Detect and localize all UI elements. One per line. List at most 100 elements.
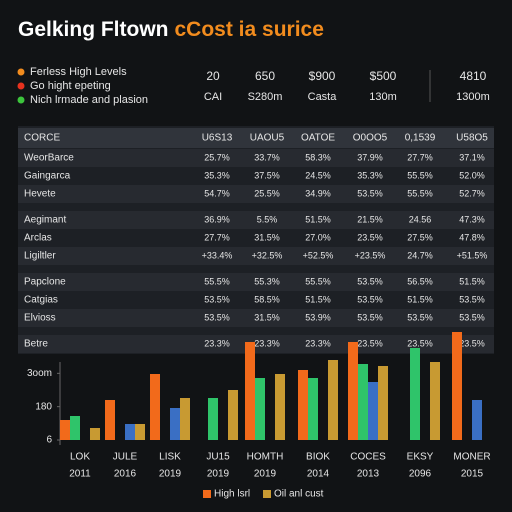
table-cell: 58.3% — [305, 152, 331, 162]
bar — [180, 398, 190, 440]
stat-label: 1300m — [456, 91, 490, 103]
x-tick-label: EKSY — [407, 452, 434, 463]
bar — [135, 424, 145, 440]
bar — [410, 348, 420, 440]
table-cell: 23.3% — [204, 338, 230, 348]
x-tick-sublabel: 2016 — [114, 469, 137, 480]
y-tick-label: 3oom — [27, 368, 52, 379]
x-tick-label: JULE — [113, 452, 138, 463]
bar — [170, 408, 180, 440]
table-stripe — [18, 273, 494, 291]
table-cell: 31.5% — [254, 312, 280, 322]
legend-dot — [17, 82, 25, 90]
table-cell: Elvioss — [24, 313, 56, 324]
table-cell: 56.5% — [407, 276, 433, 286]
table-cell: 53.5% — [204, 294, 230, 304]
table-stripe — [18, 211, 494, 229]
table-cell: 51.5% — [459, 276, 485, 286]
title-highlight: cCost ia surice — [175, 18, 324, 41]
table-header: U58O5 — [456, 133, 488, 144]
table-cell: 24.5% — [305, 170, 331, 180]
table-header: O0OO5 — [353, 133, 388, 144]
table-cell: 53.9% — [305, 312, 331, 322]
stat-label: CAI — [204, 91, 222, 103]
x-tick-sublabel: 2011 — [69, 469, 91, 480]
table-cell: 53.5% — [357, 312, 383, 322]
table-cell: 52.7% — [459, 188, 485, 198]
table-header: CORCE — [24, 133, 60, 144]
x-tick-sublabel: 2015 — [461, 469, 484, 480]
bar — [472, 400, 482, 440]
table-cell: 51.5% — [407, 294, 433, 304]
table-cell: 36.9% — [204, 214, 230, 224]
table-cell: 31.5% — [254, 232, 280, 242]
table-cell: 51.5% — [305, 294, 331, 304]
table-cell: 51.5% — [305, 214, 331, 224]
table-cell: 35.3% — [357, 170, 383, 180]
table-cell: +51.5% — [457, 250, 488, 260]
bar — [452, 332, 462, 440]
legend-swatch — [203, 490, 211, 498]
y-tick-label: 180 — [35, 401, 52, 412]
table-cell: +23.5% — [355, 250, 386, 260]
bar — [208, 398, 218, 440]
bar — [255, 378, 265, 440]
legend-label: Nich lrmade and plasion — [30, 94, 148, 106]
table-cell: 23.5% — [459, 338, 485, 348]
table-cell: WeorBarce — [24, 153, 74, 164]
bar — [245, 342, 255, 440]
stat-value: 20 — [206, 69, 220, 83]
table-stripe — [18, 185, 494, 203]
table-cell: 23.5% — [407, 338, 433, 348]
table-cell: Aegimant — [24, 215, 66, 226]
table-cell: Betre — [24, 339, 48, 350]
legend-label: Oil anl cust — [274, 489, 324, 500]
bar — [90, 428, 100, 440]
table-cell: 55.5% — [204, 276, 230, 286]
bar — [228, 390, 238, 440]
table-cell: 53.5% — [459, 294, 485, 304]
legend-label: Ferless High Levels — [30, 66, 127, 78]
x-tick-label: MONER — [453, 452, 490, 463]
stat-label: 130m — [369, 91, 397, 103]
x-tick-sublabel: 2019 — [207, 469, 230, 480]
x-tick-label: LISK — [159, 452, 181, 463]
table-cell: Gaingarca — [24, 171, 71, 182]
stat-label: Casta — [308, 91, 338, 103]
table-cell: Papclone — [24, 277, 66, 288]
table-cell: 55.5% — [407, 170, 433, 180]
x-tick-label: BIOK — [306, 452, 330, 463]
table-cell: 53.5% — [357, 188, 383, 198]
table-stripe — [18, 149, 494, 167]
x-tick-sublabel: 2096 — [409, 469, 432, 480]
stat-value: 4810 — [460, 69, 487, 83]
table-cell: +32.5% — [252, 250, 283, 260]
x-tick-sublabel: 2019 — [254, 469, 277, 480]
bar — [378, 366, 388, 440]
y-tick-label: 6 — [46, 435, 52, 446]
stat-value: 650 — [255, 69, 275, 83]
title-main: Gelking Fltown — [18, 18, 169, 41]
bar — [105, 400, 115, 440]
table-cell: 23.3% — [254, 338, 280, 348]
table-cell: 35.3% — [204, 170, 230, 180]
bar — [275, 374, 285, 440]
table-cell: 25.5% — [254, 188, 280, 198]
legend-label: High lsrl — [214, 489, 250, 500]
bar — [348, 342, 358, 440]
legend-label: Go hight epeting — [30, 80, 111, 92]
table-cell: 27.0% — [305, 232, 331, 242]
table-header-bg — [18, 128, 494, 148]
bar — [70, 416, 80, 440]
bar — [328, 360, 338, 440]
x-tick-sublabel: 2019 — [159, 469, 182, 480]
table-cell: 23.3% — [305, 338, 331, 348]
x-tick-label: JU15 — [206, 452, 230, 463]
table-cell: +52.5% — [303, 250, 334, 260]
table-stripe — [18, 335, 494, 353]
table-cell: 37.9% — [357, 152, 383, 162]
bar — [125, 424, 135, 440]
table-cell: 33.7% — [254, 152, 280, 162]
table-cell: 24.56 — [409, 214, 432, 224]
